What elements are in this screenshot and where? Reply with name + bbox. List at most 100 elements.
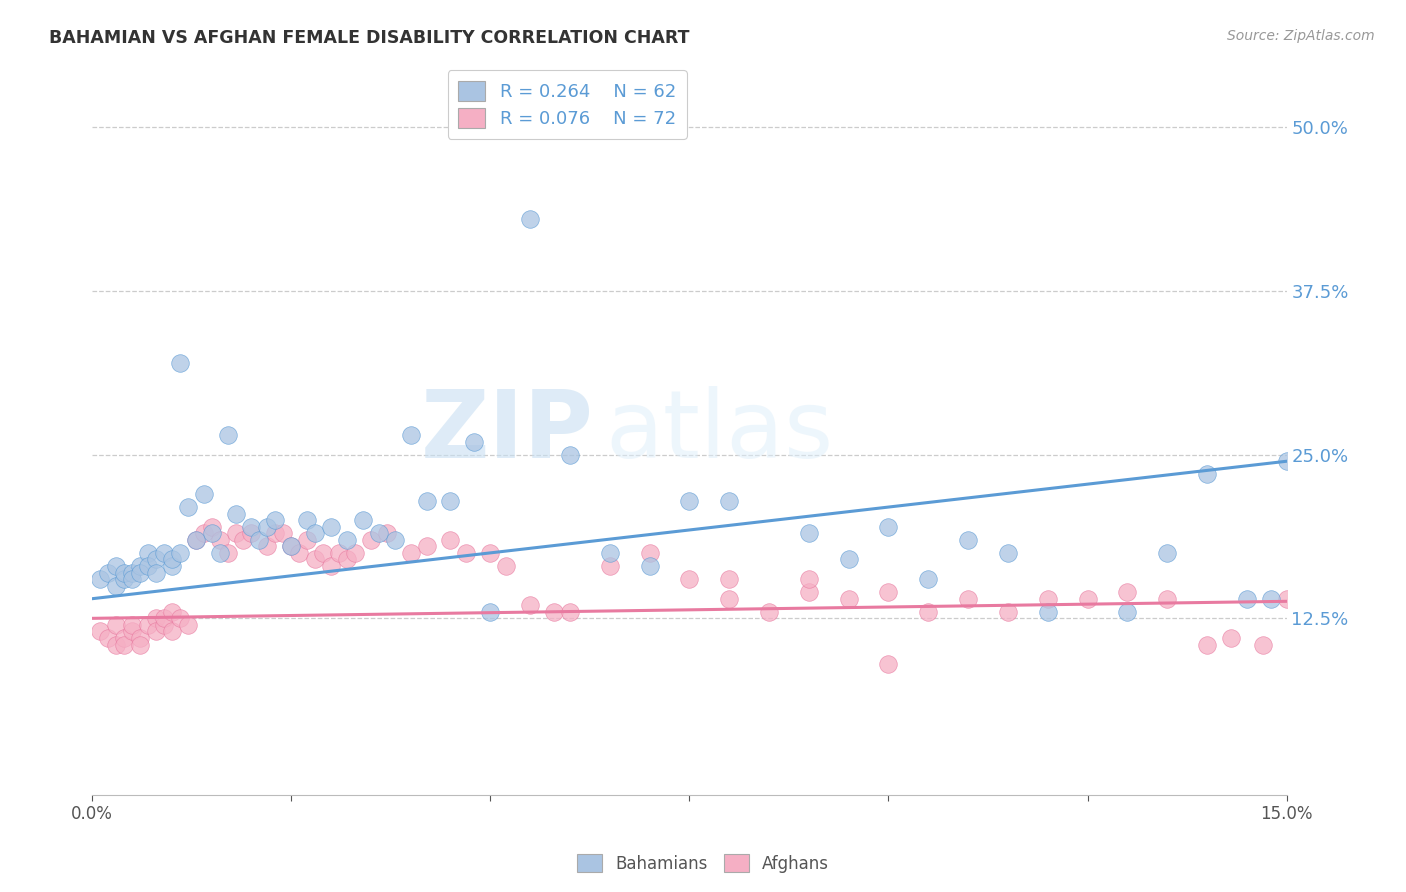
Point [1251,638,1274,652]
Point [145,624,167,639]
Point [177,500,200,514]
Point [97,631,120,645]
Point [319,519,342,533]
Point [217,428,239,442]
Point [160,552,183,566]
Point [153,546,176,560]
Point [1156,546,1178,560]
Point [718,591,741,606]
Point [997,605,1019,619]
Point [225,507,247,521]
Point [208,533,231,547]
Point [129,638,152,652]
Legend: R = 0.264    N = 62, R = 0.076    N = 72: R = 0.264 N = 62, R = 0.076 N = 72 [447,70,688,139]
Point [519,212,541,227]
Point [1260,591,1282,606]
Point [558,605,581,619]
Point [129,558,152,573]
Point [495,558,517,573]
Point [136,546,159,560]
Point [917,605,939,619]
Point [319,558,342,573]
Point [193,526,215,541]
Point [877,519,900,533]
Point [217,546,239,560]
Point [256,519,278,533]
Point [1195,467,1218,482]
Point [343,546,366,560]
Point [1275,454,1298,468]
Point [136,558,159,573]
Point [415,493,437,508]
Point [145,611,167,625]
Point [718,572,741,586]
Point [1116,585,1139,599]
Point [184,533,207,547]
Point [1116,605,1139,619]
Point [112,638,135,652]
Point [121,618,143,632]
Point [136,618,159,632]
Point [384,533,406,547]
Point [169,356,191,370]
Point [160,558,183,573]
Point [758,605,780,619]
Point [336,552,359,566]
Point [797,572,820,586]
Point [160,624,183,639]
Point [957,533,980,547]
Point [153,611,176,625]
Point [208,546,231,560]
Text: atlas: atlas [606,386,834,478]
Point [328,546,350,560]
Point [121,566,143,580]
Point [797,526,820,541]
Text: BAHAMIAN VS AFGHAN FEMALE DISABILITY CORRELATION CHART: BAHAMIAN VS AFGHAN FEMALE DISABILITY COR… [49,29,690,46]
Point [957,591,980,606]
Point [352,513,374,527]
Point [105,558,128,573]
Point [201,519,224,533]
Point [336,533,359,547]
Point [112,572,135,586]
Point [439,533,461,547]
Point [280,539,302,553]
Point [121,624,143,639]
Point [638,558,661,573]
Point [456,546,478,560]
Point [160,605,183,619]
Point [129,631,152,645]
Text: Source: ZipAtlas.com: Source: ZipAtlas.com [1227,29,1375,43]
Point [105,618,128,632]
Point [240,519,263,533]
Point [599,558,621,573]
Point [112,631,135,645]
Point [97,566,120,580]
Point [678,493,700,508]
Point [89,624,111,639]
Point [1275,591,1298,606]
Point [463,434,485,449]
Point [415,539,437,553]
Point [1156,591,1178,606]
Point [193,487,215,501]
Point [256,539,278,553]
Point [1219,631,1241,645]
Point [360,533,382,547]
Point [153,618,176,632]
Point [264,513,287,527]
Point [271,526,294,541]
Point [1236,591,1258,606]
Point [145,566,167,580]
Point [312,546,335,560]
Point [399,546,422,560]
Point [201,526,224,541]
Point [129,566,152,580]
Point [917,572,939,586]
Point [225,526,247,541]
Point [997,546,1019,560]
Point [599,546,621,560]
Point [877,585,900,599]
Point [375,526,398,541]
Point [838,591,860,606]
